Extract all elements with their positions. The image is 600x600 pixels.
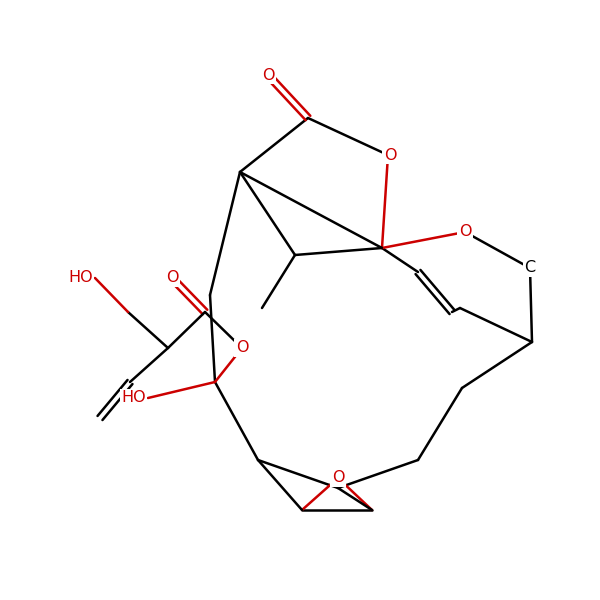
Text: O: O: [236, 340, 248, 355]
Text: HO: HO: [121, 391, 146, 406]
Text: O: O: [459, 224, 471, 239]
Text: O: O: [332, 470, 344, 485]
Text: O: O: [384, 148, 396, 163]
Text: O: O: [166, 271, 178, 286]
Text: O: O: [262, 67, 274, 82]
Text: C: C: [524, 260, 536, 275]
Text: HO: HO: [68, 271, 93, 286]
